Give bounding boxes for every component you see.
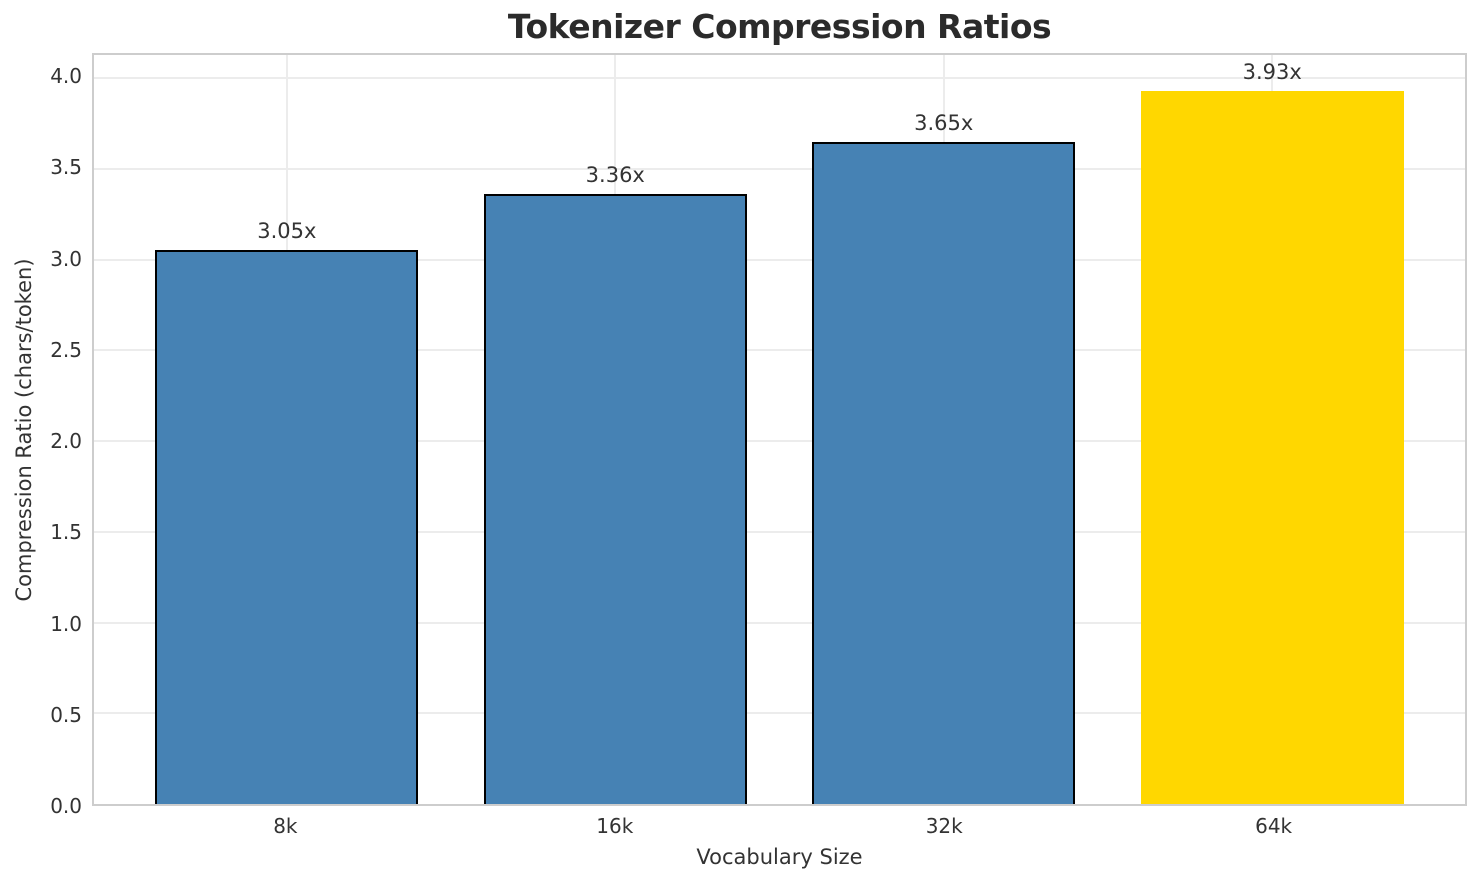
y-tick-label: 3.0 [50, 246, 82, 271]
y-tick-label: 4.0 [50, 64, 82, 89]
horizontal-gridline [94, 621, 1465, 624]
x-axis-label: Vocabulary Size [696, 845, 863, 869]
y-tick-label: 1.0 [50, 611, 82, 636]
bar-value-label: 3.36x [585, 163, 645, 188]
y-tick-label: 0.5 [50, 702, 82, 727]
horizontal-gridline [94, 440, 1465, 443]
plot-area: 3.05x 3.36x 3.65x 3.93x [92, 53, 1467, 806]
x-tick-label-16k: 16k [596, 814, 634, 838]
horizontal-gridline [94, 167, 1465, 170]
bar-16k [483, 194, 747, 804]
bar-64k [1140, 90, 1404, 804]
chart-title: Tokenizer Compression Ratios [507, 7, 1052, 46]
y-axis-ticks: 0.0 0.5 1.0 1.5 2.0 2.5 3.0 3.5 4.0 [0, 53, 82, 818]
bar-8k [155, 250, 419, 804]
x-axis-ticks: 8k 16k 32k 64k [92, 814, 1467, 842]
x-tick-label-32k: 32k [925, 814, 963, 838]
bars-layer: 3.05x 3.36x 3.65x 3.93x [94, 55, 1465, 804]
x-tick-label-64k: 64k [1255, 814, 1293, 838]
horizontal-gridline [94, 77, 1465, 80]
y-tick-label: 1.5 [50, 520, 82, 545]
x-tick-label-8k: 8k [273, 814, 298, 838]
bar-32k [812, 141, 1076, 804]
horizontal-gridline [94, 349, 1465, 352]
horizontal-gridline [94, 712, 1465, 715]
y-axis-label: Compression Ratio (chars/token) [12, 258, 36, 602]
y-tick-label: 2.5 [50, 337, 82, 362]
horizontal-gridline [94, 258, 1465, 261]
y-tick-label: 2.0 [50, 429, 82, 454]
y-tick-label: 0.0 [50, 794, 82, 818]
y-tick-label: 3.5 [50, 155, 82, 180]
bar-value-label: 3.93x [1242, 59, 1302, 84]
bar-value-label: 3.05x [257, 219, 317, 244]
horizontal-gridline [94, 530, 1465, 533]
bar-value-label: 3.65x [914, 110, 974, 135]
